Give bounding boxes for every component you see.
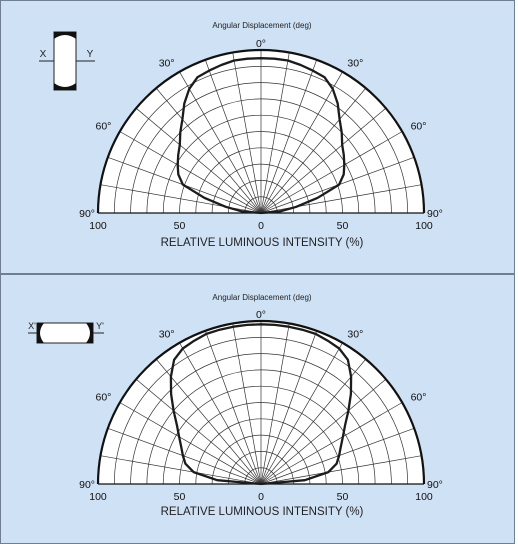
polar-outer-boundary bbox=[96, 48, 426, 214]
polar-chart-panel-xprime-yprime: X' Y' Angular Displacement (deg) 90° 60° 3… bbox=[0, 274, 515, 544]
chart-title: Angular Displacement (deg) bbox=[212, 21, 311, 30]
radius-tick-label: 100 bbox=[415, 220, 433, 232]
angular-gridline bbox=[204, 330, 262, 485]
inset-lead-bottom bbox=[54, 83, 76, 90]
inset-package-body bbox=[53, 31, 77, 91]
chart-title: Angular Displacement (deg) bbox=[212, 293, 311, 302]
angular-gridline bbox=[260, 402, 403, 485]
radiation-pattern-curve bbox=[176, 57, 346, 215]
radiation-pattern-curve bbox=[169, 323, 353, 486]
angular-gridline bbox=[260, 378, 387, 485]
angle-tick-label: 60° bbox=[411, 121, 427, 133]
radius-tick-label: 100 bbox=[89, 491, 107, 503]
angular-gridline bbox=[155, 87, 262, 214]
angular-gridline bbox=[100, 455, 262, 485]
angular-gridline bbox=[119, 131, 262, 214]
polar-plot: 90°60°30°0°30°60°90°100 50 0 50 100 bbox=[79, 38, 443, 232]
angle-tick-label: 90° bbox=[79, 208, 95, 220]
polar-plot: 90°60°30°0°30°60°90°100 50 0 50 100 bbox=[79, 309, 443, 503]
radius-tick-label: 0 bbox=[258, 491, 264, 503]
angle-tick-label: 0° bbox=[256, 38, 266, 50]
radius-tick-label: 100 bbox=[89, 220, 107, 232]
angle-tick-label: 30° bbox=[159, 328, 175, 340]
angular-gridline bbox=[260, 323, 290, 485]
angular-gridline bbox=[260, 59, 318, 214]
inset-package-body bbox=[36, 322, 94, 344]
radius-tick-label: 100 bbox=[415, 491, 433, 503]
inset-lead-left bbox=[37, 323, 44, 343]
polar-chart-xprime-yprime: X' Y' Angular Displacement (deg) 90° 60° 3… bbox=[28, 293, 443, 518]
angular-gridline bbox=[232, 52, 262, 214]
angle-tick-label: 90° bbox=[427, 479, 443, 491]
polar-outer-boundary bbox=[96, 319, 426, 485]
angular-gridline bbox=[119, 402, 262, 485]
angular-gridline bbox=[260, 330, 318, 485]
radius-tick-label: 50 bbox=[337, 220, 349, 232]
angle-tick-label: 60° bbox=[96, 121, 112, 133]
inset-right-label: Y' bbox=[96, 321, 104, 331]
angular-gridline bbox=[232, 323, 262, 485]
inset-lead-top bbox=[54, 32, 76, 39]
angular-gridline bbox=[204, 59, 262, 214]
angle-tick-label: 90° bbox=[79, 479, 95, 491]
angular-gridline bbox=[260, 52, 290, 214]
angular-gridline bbox=[260, 455, 422, 485]
angular-gridline bbox=[260, 71, 343, 214]
angular-gridline bbox=[260, 107, 387, 214]
radius-tick-label: 50 bbox=[174, 220, 186, 232]
angle-tick-label: 60° bbox=[411, 392, 427, 404]
angular-gridline bbox=[107, 427, 262, 485]
package-inset: X' Y' bbox=[28, 321, 104, 344]
radius-tick-label: 0 bbox=[258, 220, 264, 232]
polar-chart-panel-x-y: X Y Angular Displacement (deg) 90° 60° 30°… bbox=[0, 0, 515, 274]
angle-tick-label: 90° bbox=[427, 208, 443, 220]
angular-gridline bbox=[260, 342, 343, 485]
angular-gridline bbox=[260, 131, 403, 214]
inset-lead-right bbox=[86, 323, 93, 343]
angular-gridline bbox=[135, 378, 262, 485]
radius-tick-label: 50 bbox=[174, 491, 186, 503]
x-axis-label: RELATIVE LUMINOUS INTENSITY (%) bbox=[161, 237, 364, 249]
angular-gridline bbox=[260, 358, 367, 485]
angle-tick-label: 60° bbox=[96, 392, 112, 404]
angle-tick-label: 30° bbox=[159, 57, 175, 69]
angle-tick-label: 30° bbox=[347, 328, 363, 340]
angular-gridline bbox=[135, 107, 262, 214]
package-inset: X Y bbox=[39, 31, 95, 91]
angle-tick-label: 0° bbox=[256, 309, 266, 321]
inset-left-label: X bbox=[40, 49, 47, 60]
inset-right-label: Y bbox=[87, 49, 94, 60]
angular-gridline bbox=[260, 427, 415, 485]
polar-chart-x-y: X Y Angular Displacement (deg) 90° 60° 30°… bbox=[39, 21, 443, 249]
angle-tick-label: 30° bbox=[347, 57, 363, 69]
inset-left-label: X' bbox=[28, 321, 36, 331]
angular-gridline bbox=[179, 71, 262, 214]
x-axis-label: RELATIVE LUMINOUS INTENSITY (%) bbox=[161, 506, 364, 518]
radius-tick-label: 50 bbox=[337, 491, 349, 503]
angular-gridline bbox=[155, 358, 262, 485]
angular-gridline bbox=[179, 342, 262, 485]
angular-gridline bbox=[260, 87, 367, 214]
